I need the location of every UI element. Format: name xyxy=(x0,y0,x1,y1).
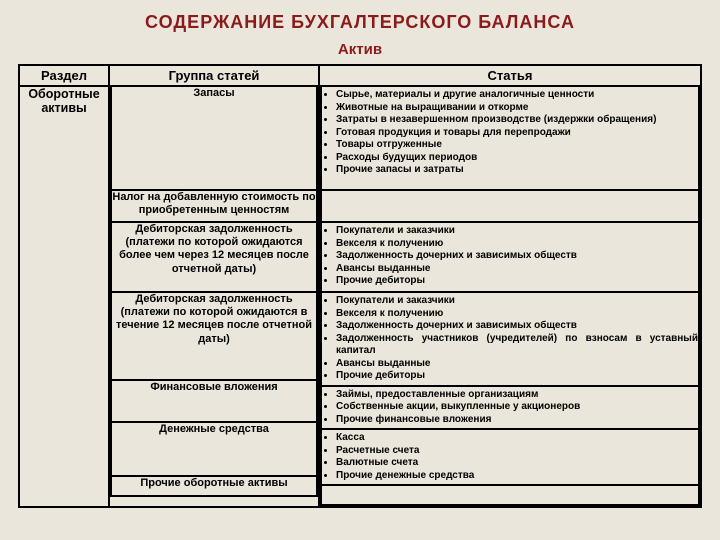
list-item: Авансы выданные xyxy=(336,263,698,276)
list-item: Прочие дебиторы xyxy=(336,275,698,288)
list-item: Сырье, материалы и другие аналогичные це… xyxy=(336,89,698,102)
article-inner-table: Сырье, материалы и другие аналогичные це… xyxy=(320,87,700,506)
section-cell: Оборотные активы xyxy=(19,86,109,507)
page: СОДЕРЖАНИЕ БУХГАЛТЕРСКОГО БАЛАНСА Актив … xyxy=(0,0,720,540)
articles-cash: Касса Расчетные счета Валютные счета Про… xyxy=(321,429,699,485)
list-item: Авансы выданные xyxy=(336,358,698,371)
table-header-row: Раздел Группа статей Статья xyxy=(19,65,701,86)
list-item: Векселя к получению xyxy=(336,238,698,251)
list-item: Прочие дебиторы xyxy=(336,370,698,383)
list-item: Задолженность дочерних и зависимых общес… xyxy=(336,320,698,333)
list-item: Прочие финансовые вложения xyxy=(336,414,698,427)
group-debitor-short: Дебиторская задолженность (платежи по ко… xyxy=(111,292,317,380)
group-inner-table: Запасы Налог на добавленную стоимость по… xyxy=(110,87,318,497)
bullet-list: Касса Расчетные счета Валютные счета Про… xyxy=(336,432,698,482)
page-subtitle: Актив xyxy=(18,41,702,58)
articles-other xyxy=(321,485,699,505)
group-other: Прочие оборотные активы xyxy=(111,476,317,496)
bullet-list: Покупатели и заказчики Векселя к получен… xyxy=(336,225,698,288)
page-title: СОДЕРЖАНИЕ БУХГАЛТЕРСКОГО БАЛАНСА xyxy=(18,12,702,33)
header-article: Статья xyxy=(319,65,701,86)
list-item: Покупатели и заказчики xyxy=(336,295,698,308)
list-item: Векселя к получению xyxy=(336,308,698,321)
table-body-row: Оборотные активы Запасы Налог на добавле… xyxy=(19,86,701,507)
list-item: Прочие запасы и затраты xyxy=(336,164,698,177)
list-item: Касса xyxy=(336,432,698,445)
balance-table: Раздел Группа статей Статья Оборотные ак… xyxy=(18,64,702,508)
group-debitor-long: Дебиторская задолженность (платежи по ко… xyxy=(111,222,317,292)
list-item: Затраты в незавершенном производстве (из… xyxy=(336,114,698,127)
articles-fin-invest: Займы, предоставленные организациям Собс… xyxy=(321,386,699,430)
bullet-list: Сырье, материалы и другие аналогичные це… xyxy=(336,89,698,177)
list-item: Готовая продукция и товары для перепрода… xyxy=(336,127,698,140)
articles-debitor-long: Покупатели и заказчики Векселя к получен… xyxy=(321,222,699,292)
group-cash: Денежные средства xyxy=(111,422,317,476)
group-fin-invest: Финансовые вложения xyxy=(111,380,317,422)
section-label: Оборотные активы xyxy=(28,87,99,115)
articles-nds xyxy=(321,190,699,222)
list-item: Валютные счета xyxy=(336,457,698,470)
article-column: Сырье, материалы и другие аналогичные це… xyxy=(319,86,701,507)
list-item: Займы, предоставленные организациям xyxy=(336,389,698,402)
list-item: Собственные акции, выкупленные у акционе… xyxy=(336,401,698,414)
list-item: Товары отгруженные xyxy=(336,139,698,152)
list-item: Покупатели и заказчики xyxy=(336,225,698,238)
list-item: Животные на выращивании и откорме xyxy=(336,102,698,115)
bullet-list: Покупатели и заказчики Векселя к получен… xyxy=(336,295,698,383)
group-column: Запасы Налог на добавленную стоимость по… xyxy=(109,86,319,507)
list-item: Задолженность дочерних и зависимых общес… xyxy=(336,250,698,263)
articles-debitor-short: Покупатели и заказчики Векселя к получен… xyxy=(321,292,699,386)
bullet-list: Займы, предоставленные организациям Собс… xyxy=(336,389,698,427)
header-group: Группа статей xyxy=(109,65,319,86)
list-item: Прочие денежные средства xyxy=(336,470,698,483)
group-zapasy: Запасы xyxy=(111,87,317,190)
list-item: Расходы будущих периодов xyxy=(336,152,698,165)
articles-zapasy: Сырье, материалы и другие аналогичные це… xyxy=(321,87,699,190)
list-item: Задолженность участников (учредителей) п… xyxy=(336,333,698,358)
group-nds: Налог на добавленную стоимость по приобр… xyxy=(111,190,317,222)
header-section: Раздел xyxy=(19,65,109,86)
list-item: Расчетные счета xyxy=(336,445,698,458)
